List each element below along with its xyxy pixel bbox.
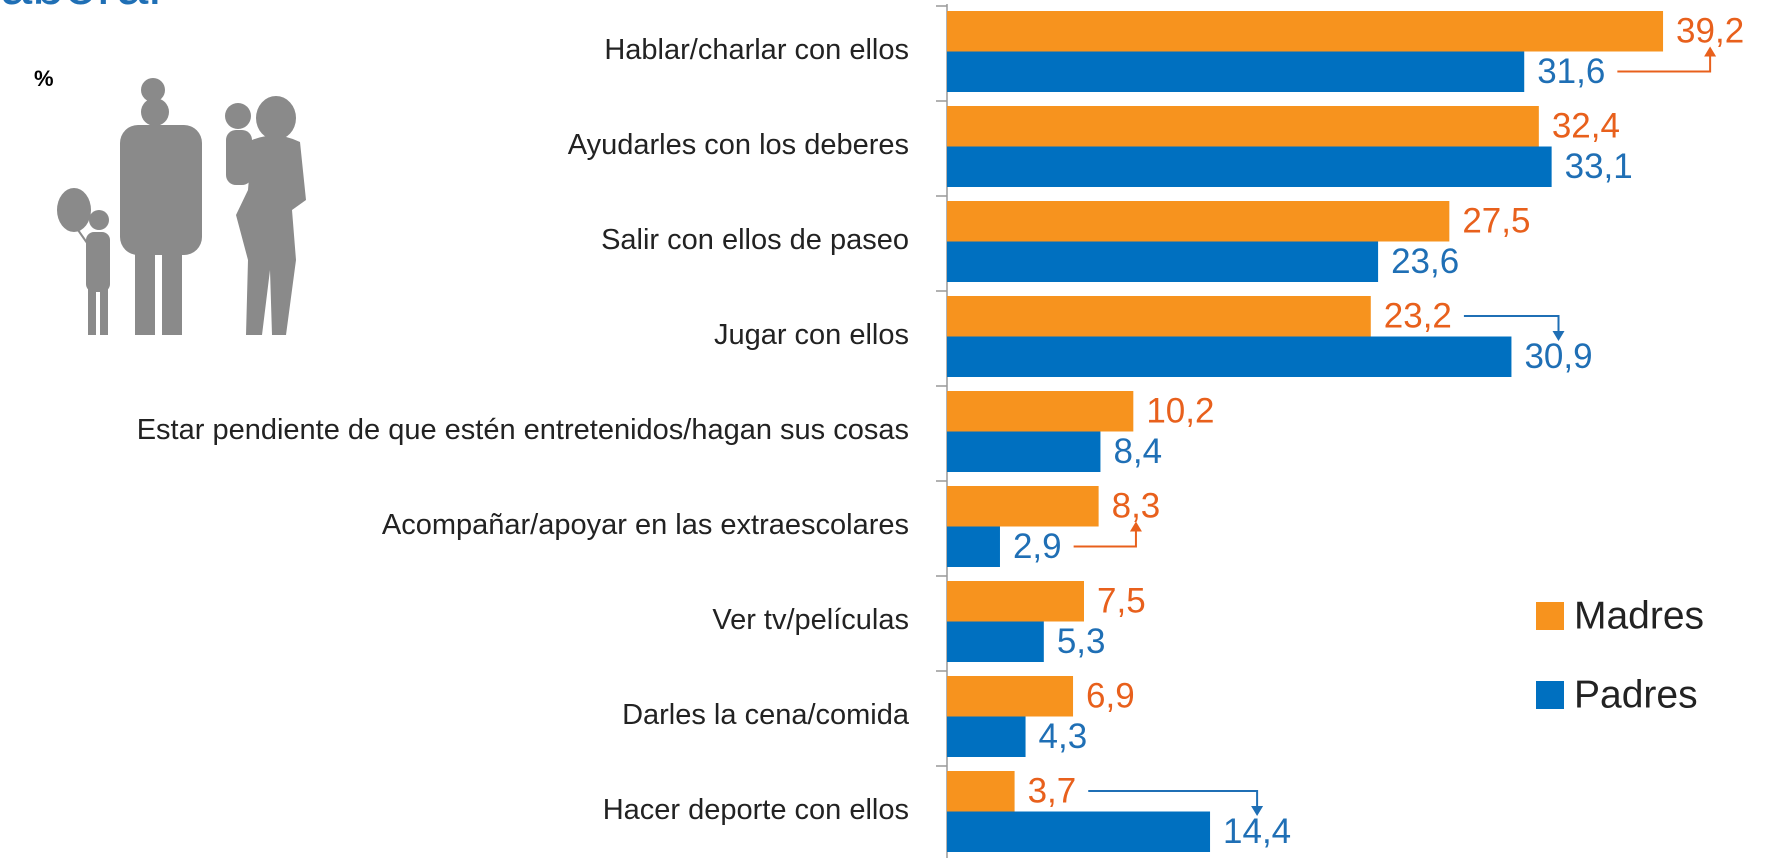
legend-label: Padres xyxy=(1574,673,1698,716)
comparison-arrow xyxy=(1617,54,1712,73)
category-label: Acompañar/apoyar en las extraescolares xyxy=(382,509,909,541)
bar xyxy=(947,676,1074,717)
value-label: 14,4 xyxy=(1223,812,1291,851)
value-label: 5,3 xyxy=(1057,622,1106,661)
bar xyxy=(947,146,1552,187)
value-label: 23,2 xyxy=(1384,297,1452,336)
value-label: 2,9 xyxy=(1013,527,1062,566)
bar xyxy=(947,621,1044,662)
category-label: Estar pendiente de que estén entretenido… xyxy=(137,414,909,446)
category-label: Hablar/charlar con ellos xyxy=(604,34,909,66)
bar xyxy=(947,486,1099,527)
arrow-head xyxy=(1129,521,1142,532)
value-label: 32,4 xyxy=(1552,107,1620,146)
arrow-head xyxy=(1552,331,1565,341)
value-label: 27,5 xyxy=(1462,202,1530,241)
value-label: 30,9 xyxy=(1524,337,1592,376)
category-label: Hacer deporte con ellos xyxy=(603,794,909,826)
arrow-head xyxy=(1704,46,1717,57)
bar xyxy=(947,431,1101,472)
bar xyxy=(947,241,1379,282)
bar xyxy=(947,106,1539,147)
bar xyxy=(947,526,1000,567)
bar xyxy=(947,771,1015,812)
value-label: 33,1 xyxy=(1565,147,1633,186)
value-label: 8,4 xyxy=(1113,432,1162,471)
value-label: 23,6 xyxy=(1391,242,1459,281)
value-label: 10,2 xyxy=(1146,392,1214,431)
legend-label: Madres xyxy=(1574,594,1704,637)
bar xyxy=(947,11,1664,52)
family-silhouette xyxy=(57,78,306,335)
value-label: 3,7 xyxy=(1028,772,1077,811)
page-title: aboral xyxy=(0,0,161,17)
legend-swatch xyxy=(1536,602,1564,630)
bar xyxy=(947,391,1134,432)
comparison-arrow xyxy=(1088,790,1259,808)
bar xyxy=(947,51,1525,92)
bar xyxy=(947,581,1084,622)
category-label: Salir con ellos de paseo xyxy=(601,224,909,256)
value-label: 8,3 xyxy=(1112,487,1161,526)
category-label: Jugar con ellos xyxy=(714,319,909,351)
value-label: 39,2 xyxy=(1676,12,1744,51)
unit-label: % xyxy=(34,66,54,91)
arrow-head xyxy=(1251,806,1264,816)
value-label: 4,3 xyxy=(1039,717,1088,756)
bar xyxy=(947,296,1371,337)
comparison-arrow xyxy=(1073,529,1137,548)
bar xyxy=(947,336,1512,377)
comparison-arrow xyxy=(1463,315,1560,333)
category-label: Ayudarles con los deberes xyxy=(568,129,909,161)
bar xyxy=(947,811,1211,852)
legend-swatch xyxy=(1536,681,1564,709)
category-label: Ver tv/películas xyxy=(712,604,909,636)
bar xyxy=(947,201,1450,242)
value-label: 6,9 xyxy=(1086,677,1135,716)
bar xyxy=(947,716,1026,757)
category-label: Darles la cena/comida xyxy=(622,699,910,731)
value-label: 7,5 xyxy=(1097,582,1146,621)
value-label: 31,6 xyxy=(1537,52,1605,91)
